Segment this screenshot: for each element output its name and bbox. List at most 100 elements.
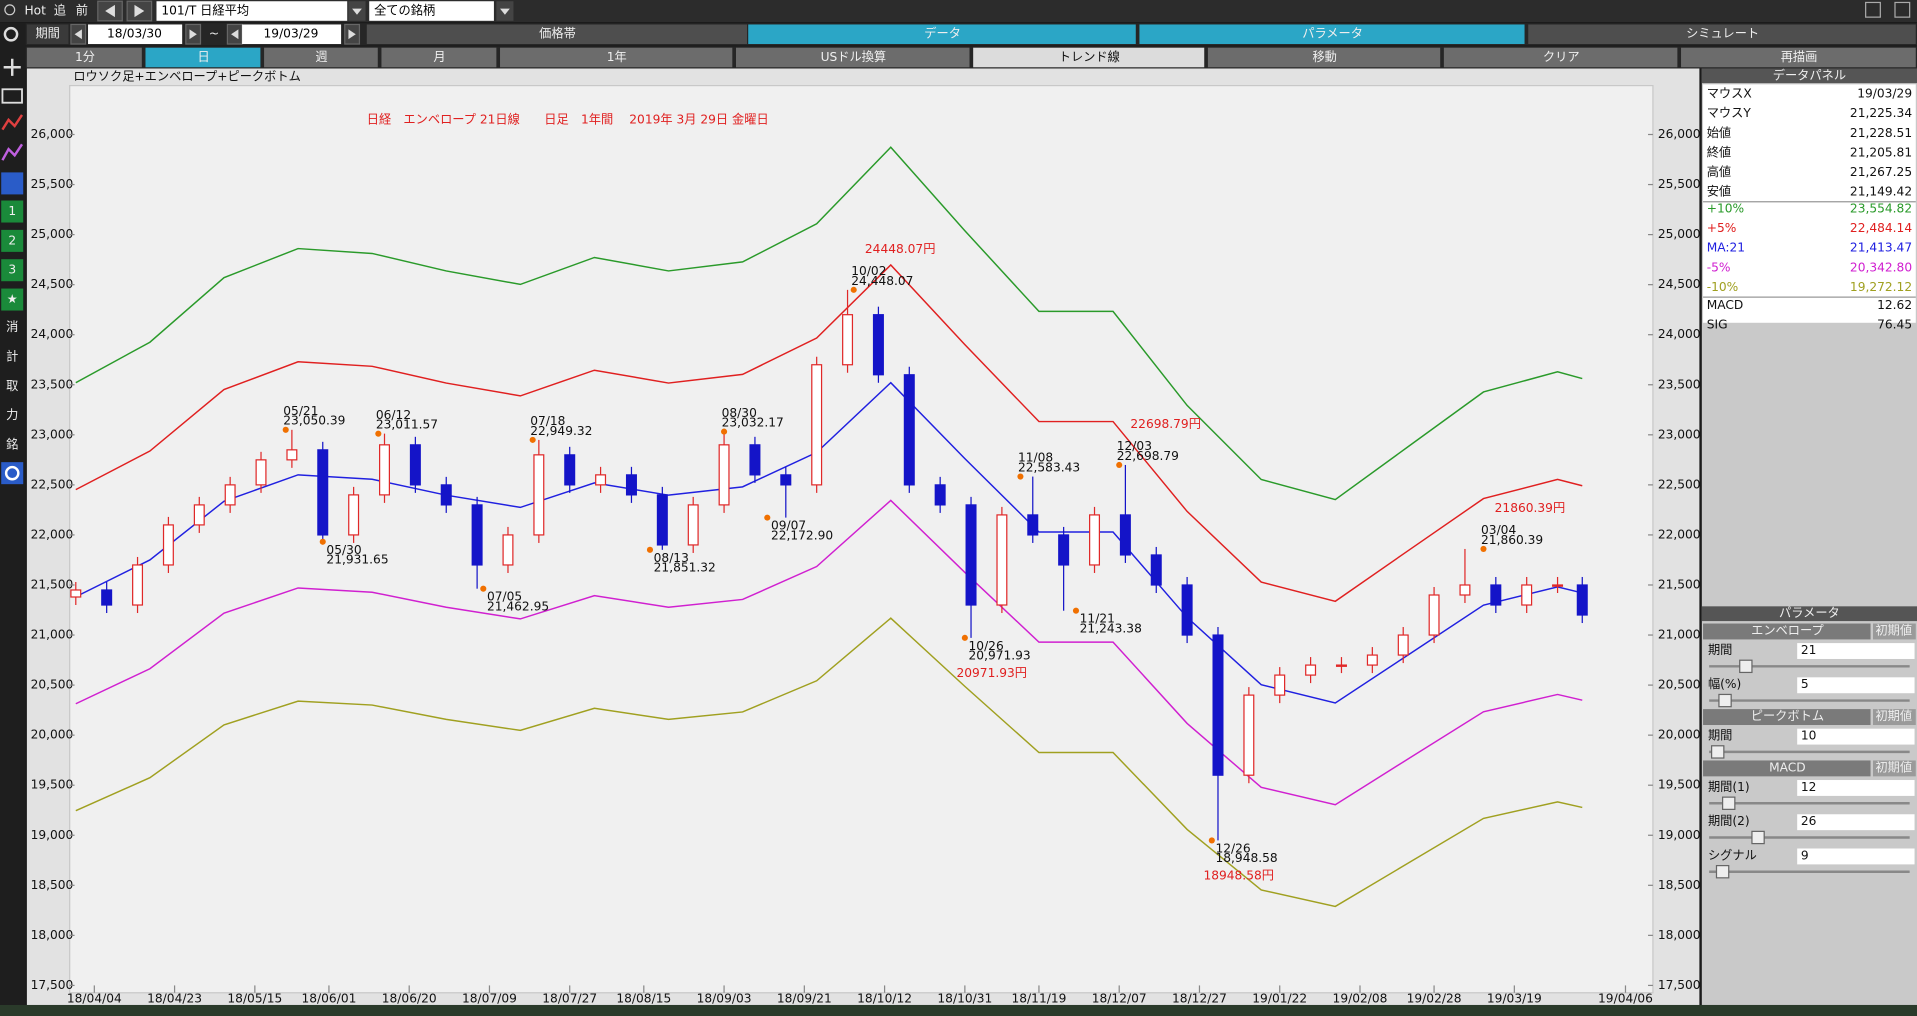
slider-thumb[interactable] xyxy=(1715,864,1730,879)
group-header xyxy=(1703,709,1871,726)
settings-icon[interactable] xyxy=(1,462,24,485)
toolbar-button[interactable] xyxy=(500,47,733,68)
candle-body xyxy=(1181,584,1193,636)
reset-button[interactable] xyxy=(1872,623,1916,640)
data-label: 終値 xyxy=(1707,144,1731,159)
toolbar-button[interactable] xyxy=(381,47,497,68)
slider-thumb[interactable] xyxy=(1718,693,1732,708)
peak-value: 22,172.90 xyxy=(771,528,833,542)
x-tick-label: 18/04/04 xyxy=(67,991,122,1005)
toolbar-button[interactable] xyxy=(1681,47,1916,68)
button-label: クリア xyxy=(1543,50,1580,64)
param-input[interactable] xyxy=(1797,728,1915,745)
y-tick-label-right: 18,000 xyxy=(1658,928,1701,942)
tab[interactable] xyxy=(748,24,1136,45)
tab-label: データ xyxy=(924,26,961,41)
crosshair-icon[interactable] xyxy=(3,58,21,76)
y-tick-label: 26,000 xyxy=(31,127,74,141)
y-tick-label: 21,500 xyxy=(31,577,74,591)
sidebar-button-bg[interactable] xyxy=(1,259,24,282)
toolbar-button[interactable] xyxy=(26,47,142,68)
group-header xyxy=(1703,623,1871,640)
param-input[interactable] xyxy=(1797,643,1915,659)
param-input[interactable] xyxy=(1797,677,1915,694)
slider-thumb[interactable] xyxy=(1710,745,1725,759)
candle-body xyxy=(255,459,267,486)
y-tick-label: 25,500 xyxy=(31,177,74,191)
toolbar-button[interactable] xyxy=(735,47,970,68)
slider-thumb[interactable] xyxy=(1721,796,1736,810)
candle-body xyxy=(1243,694,1255,776)
slider-thumb[interactable] xyxy=(1751,830,1765,845)
bulb-icon[interactable] xyxy=(4,4,16,16)
candle-body xyxy=(965,504,977,606)
search-icon[interactable] xyxy=(3,26,19,42)
param-label: 期間(2) xyxy=(1708,814,1750,828)
param-input[interactable] xyxy=(1797,814,1915,831)
universe-text: 全ての銘柄 xyxy=(374,3,435,18)
tab[interactable] xyxy=(366,24,747,45)
candle-body xyxy=(1397,634,1409,656)
candle-body xyxy=(1089,514,1101,566)
y-tick-label-right: 17,500 xyxy=(1658,978,1701,992)
toolbar-button[interactable] xyxy=(145,47,261,68)
peak-dot xyxy=(529,436,536,443)
toolbar-button[interactable] xyxy=(264,47,378,68)
candle-body xyxy=(471,504,483,566)
flag-icon[interactable] xyxy=(1,172,24,195)
candle-body xyxy=(842,314,854,366)
date-box[interactable] xyxy=(88,24,183,45)
toolbar-button[interactable] xyxy=(973,47,1205,68)
peak-value: 23,032.17 xyxy=(722,416,784,430)
param-panel xyxy=(1701,606,1917,1005)
y-tick-label-right: 20,000 xyxy=(1658,728,1701,742)
peak-dot xyxy=(319,538,326,545)
sidebar-button-bg[interactable] xyxy=(1,229,24,252)
tab[interactable] xyxy=(1528,24,1916,45)
y-tick-label-right: 19,500 xyxy=(1658,778,1701,792)
candle-body xyxy=(1428,594,1440,636)
candle-body xyxy=(1305,664,1317,676)
param-input[interactable] xyxy=(1797,848,1915,865)
camera-icon[interactable] xyxy=(1,88,23,104)
x-tick-label: 19/03/19 xyxy=(1487,991,1542,1005)
chart-icon[interactable] xyxy=(1,114,24,131)
peak-date: 07/18 xyxy=(530,414,565,428)
sidebar-button-bg[interactable] xyxy=(1,288,24,311)
symbol-combo[interactable] xyxy=(156,1,348,21)
x-tick-label: 18/04/23 xyxy=(147,991,202,1005)
plot-area xyxy=(69,84,1654,994)
x-tick-label: 18/07/27 xyxy=(542,991,597,1005)
peak-value: 21,931.65 xyxy=(326,553,388,567)
reset-button[interactable] xyxy=(1872,709,1916,726)
toolbar-button[interactable] xyxy=(1207,47,1441,68)
date-box[interactable] xyxy=(242,24,342,45)
sidebar-button-bg[interactable] xyxy=(1,200,24,223)
peak-dot xyxy=(480,585,487,592)
universe-combo[interactable] xyxy=(369,1,494,21)
y-tick-label-right: 21,500 xyxy=(1658,577,1701,591)
peak-dot xyxy=(282,426,289,433)
candle-body xyxy=(1490,584,1502,606)
candle-body xyxy=(687,504,699,546)
param-value: 10 xyxy=(1801,729,1817,743)
candle-body xyxy=(409,444,421,486)
data-label: SIG xyxy=(1707,318,1728,332)
x-tick-label: 18/10/12 xyxy=(857,991,912,1005)
reset-button[interactable] xyxy=(1872,760,1916,777)
x-tick-label: 18/05/15 xyxy=(227,991,282,1005)
peak-value: 21,243.38 xyxy=(1080,622,1142,636)
param-input[interactable] xyxy=(1797,780,1915,796)
peak-dot xyxy=(850,286,857,293)
y-tick-label: 20,000 xyxy=(31,728,74,742)
data-label: 始値 xyxy=(1707,125,1731,140)
slider-thumb[interactable] xyxy=(1739,659,1753,674)
toolbar-button[interactable] xyxy=(1443,47,1678,68)
y-tick-label-right: 22,000 xyxy=(1658,527,1701,541)
window-button[interactable] xyxy=(1894,1,1911,18)
window-button[interactable] xyxy=(1865,1,1881,18)
chart-icon[interactable] xyxy=(1,143,24,161)
tab[interactable] xyxy=(1139,24,1525,45)
gear xyxy=(4,465,20,481)
